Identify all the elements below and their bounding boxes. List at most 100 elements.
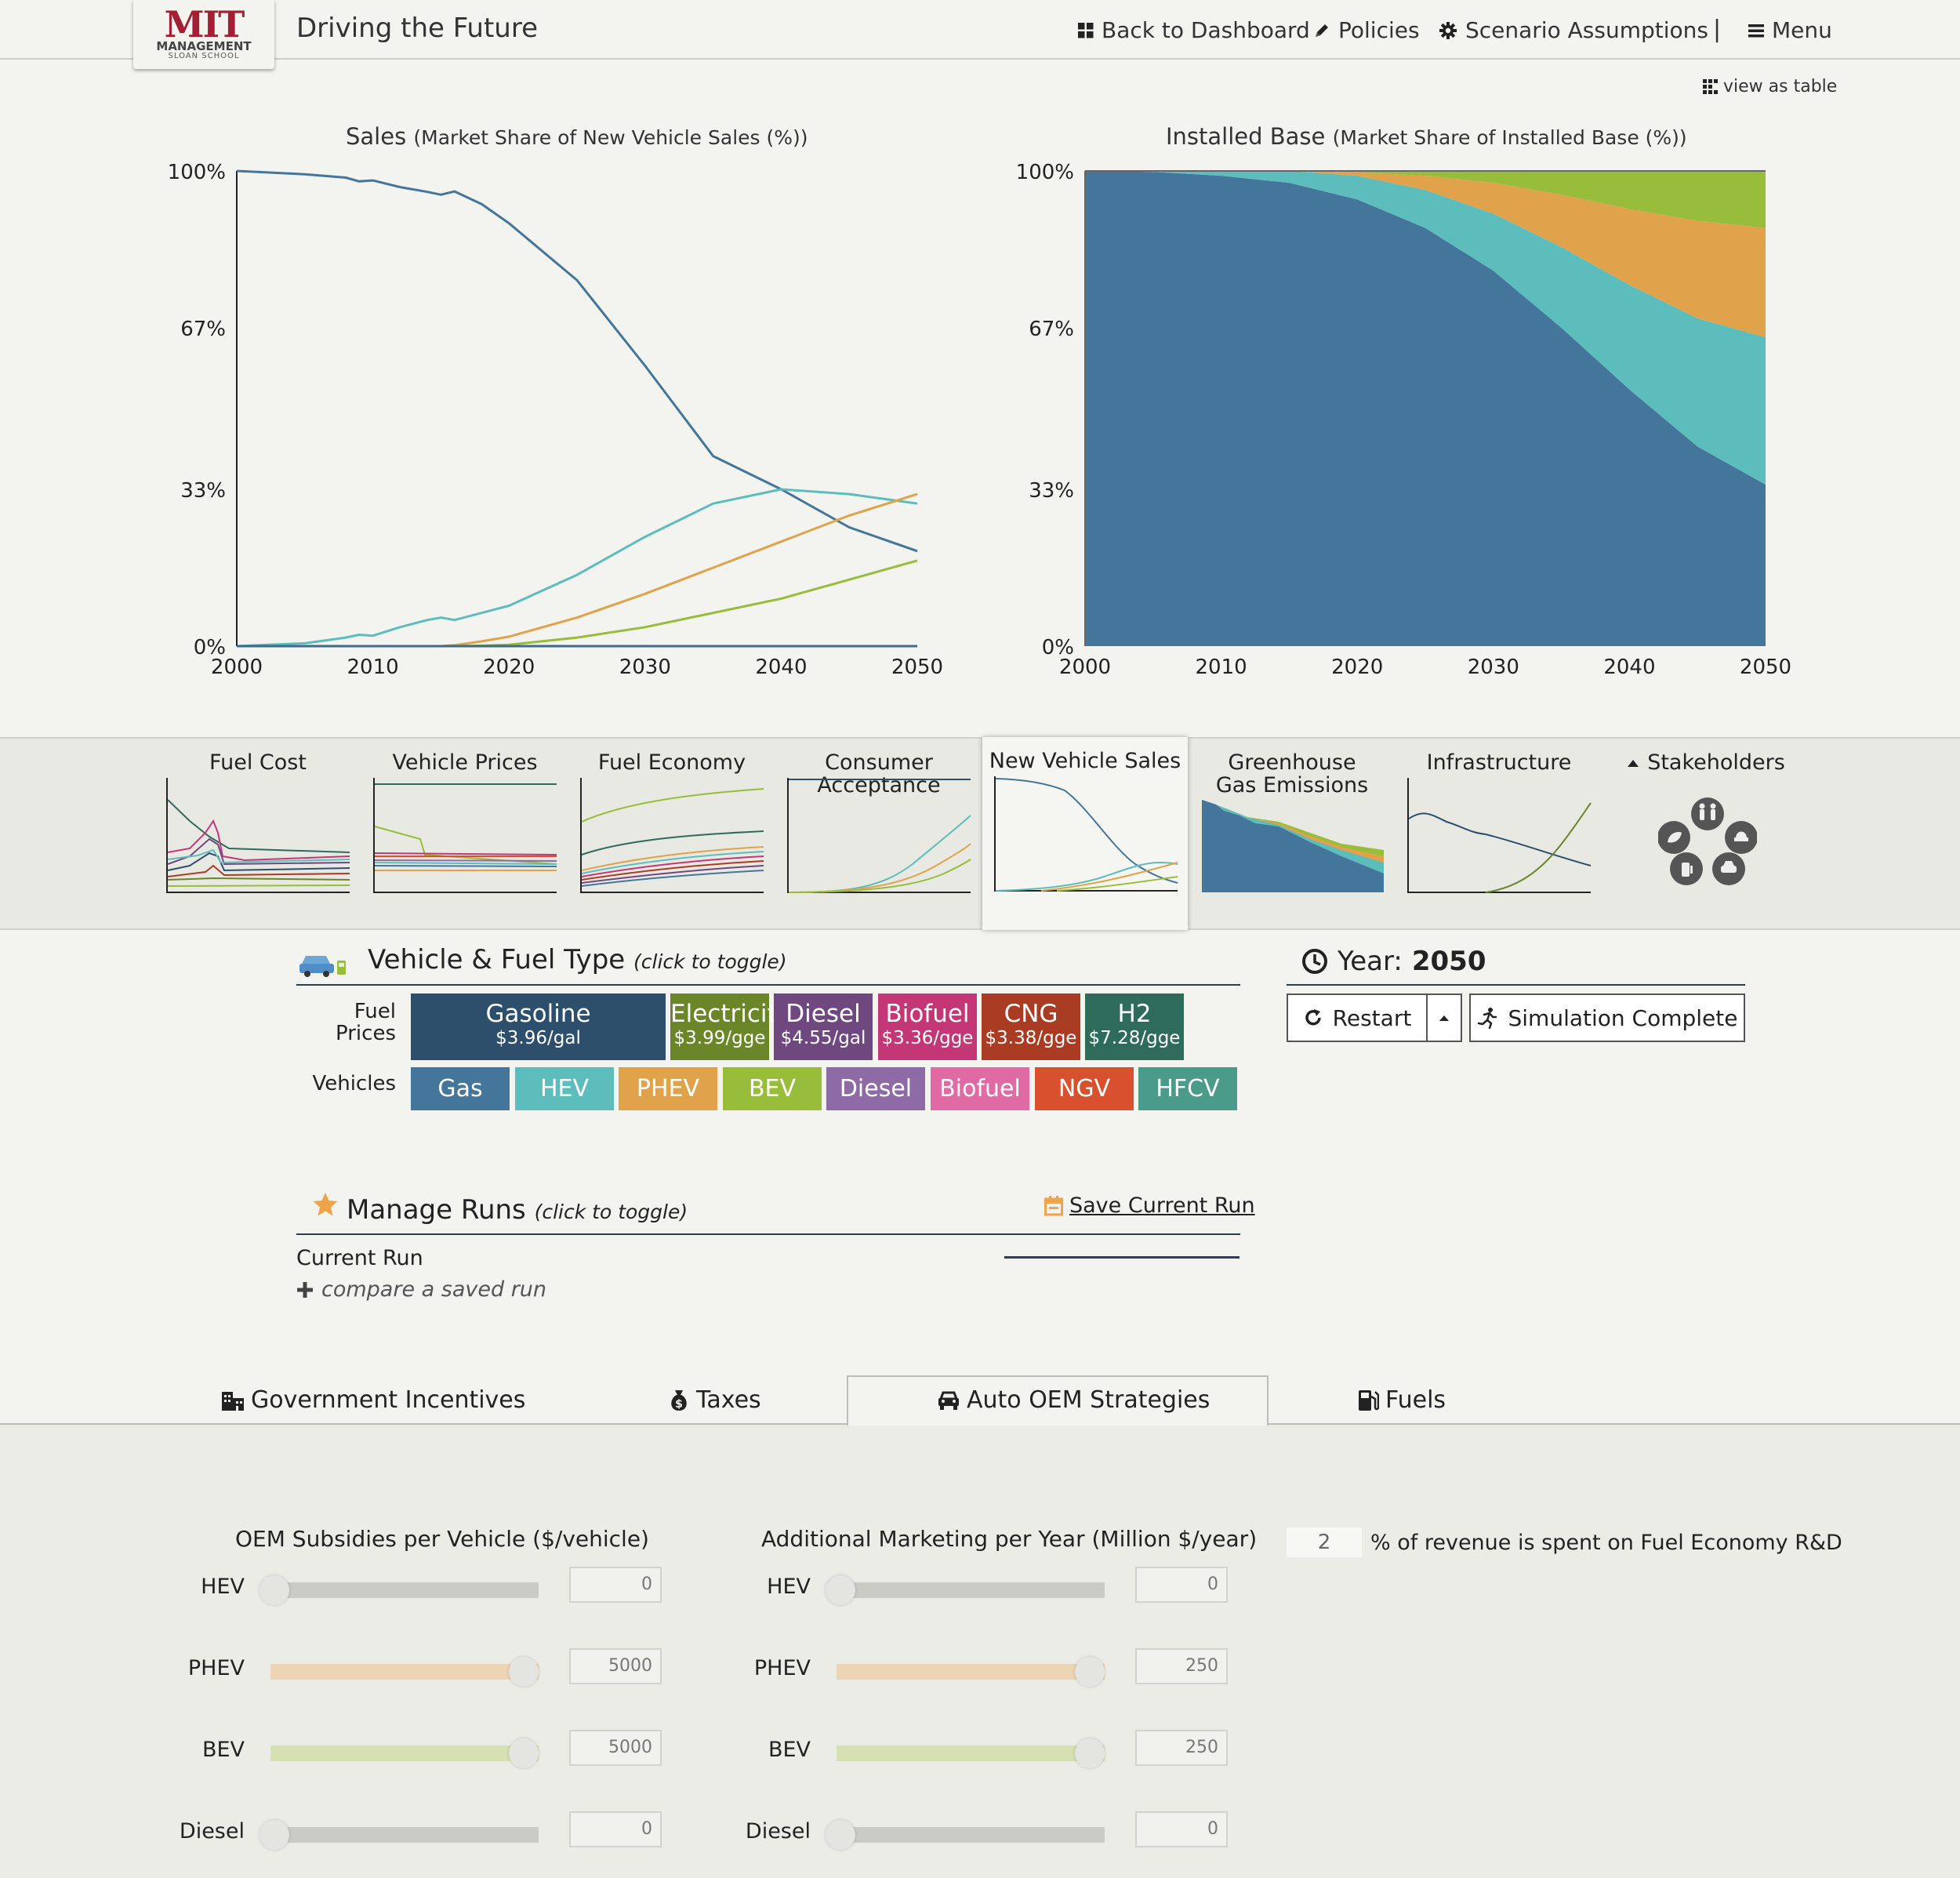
y-tick-label: 100%: [1016, 161, 1074, 184]
vehicle-name: Diesel: [839, 1075, 913, 1102]
mit-sloan-logo[interactable]: MIT MANAGEMENT SLOAN SCHOOL: [133, 0, 274, 69]
scenario-assumptions-link[interactable]: Scenario Assumptions: [1439, 17, 1708, 43]
subsidy-slider-phev-track[interactable]: [270, 1664, 539, 1680]
marketing-input-phev[interactable]: 250: [1135, 1648, 1228, 1684]
x-tick-label: 2000: [211, 656, 263, 679]
fuel-h2-toggle[interactable]: H2 $7.28/gge: [1085, 993, 1184, 1060]
tab-panel: [0, 1425, 1960, 1878]
fuel-pump-icon: [1359, 1389, 1379, 1411]
vehicle-fuel-toggle[interactable]: Vehicle & Fuel Type (click to toggle): [368, 944, 787, 975]
subsidy-slider-hev-track[interactable]: [270, 1582, 539, 1598]
subsidy-slider-diesel-handle[interactable]: [260, 1820, 289, 1850]
run-options-dropdown[interactable]: [1426, 993, 1462, 1042]
save-current-run-link[interactable]: Save Current Run: [1044, 1193, 1255, 1218]
fuel-price: $4.55/gal: [780, 1028, 866, 1048]
fuel-name: H2: [1117, 1000, 1152, 1028]
manage-runs-toggle[interactable]: Manage Runs (click to toggle): [347, 1194, 688, 1226]
marketing-slider-phev-track[interactable]: [837, 1664, 1105, 1680]
thumb-consumer-acceptance[interactable]: Consumer Acceptance: [776, 737, 982, 927]
tab-fuels[interactable]: Fuels: [1357, 1386, 1446, 1414]
installed-chart-title: Installed Base (Market Share of Installe…: [1166, 123, 1687, 150]
tab-taxes[interactable]: $ Taxes: [668, 1386, 761, 1414]
money-bag-icon: $: [671, 1389, 687, 1411]
marketing-slider-bev-handle[interactable]: [1075, 1738, 1105, 1768]
running-person-icon: [1477, 1008, 1497, 1029]
marketing-slider-bev-track[interactable]: [837, 1745, 1105, 1761]
thumb-fuel-economy[interactable]: Fuel Economy: [569, 737, 775, 927]
year-value: 2050: [1411, 946, 1486, 977]
subsidy-slider-bev-handle[interactable]: [509, 1738, 539, 1768]
restart-button[interactable]: Restart: [1287, 993, 1428, 1042]
vehicle-diesel-toggle[interactable]: Diesel: [826, 1067, 925, 1110]
subsidy-input-bev[interactable]: 5000: [569, 1730, 662, 1766]
fuel-price: $3.38/gge: [985, 1028, 1077, 1048]
marketing-slider-hev-track[interactable]: [837, 1582, 1105, 1598]
thumb-infrastructure[interactable]: Infrastructure: [1396, 737, 1602, 927]
vehicle-ngv-toggle[interactable]: NGV: [1035, 1067, 1134, 1110]
scenario-assumptions-label: Scenario Assumptions: [1465, 17, 1708, 43]
fuel-prices-label: Fuel Prices: [336, 1000, 396, 1045]
stakeholders-toggle[interactable]: Stakeholders: [1603, 751, 1809, 774]
thumb-new-vehicle-sales[interactable]: New Vehicle Sales: [982, 737, 1188, 930]
simulation-status-button[interactable]: Simulation Complete: [1469, 993, 1745, 1042]
thumb-vehicle-prices[interactable]: Vehicle Prices: [362, 737, 568, 927]
fuel-gasoline-toggle[interactable]: Gasoline $3.96/gal: [411, 993, 666, 1060]
sales-line-chart: 0% 33% 67% 100% 2000 2010 2020 2030 2040 2050: [168, 161, 943, 679]
fuel-biofuel-toggle[interactable]: Biofuel $3.36/gge: [878, 993, 977, 1060]
vehicle-name: Gas: [437, 1075, 483, 1102]
star-icon: [312, 1192, 339, 1220]
subsidy-slider-phev-handle[interactable]: [509, 1657, 539, 1687]
consumer-acceptance-sparkline: [787, 778, 971, 893]
rd-percent-input[interactable]: 2: [1287, 1527, 1362, 1557]
greenhouse-gas-sparkline: [1202, 800, 1384, 892]
vehicle-bev-toggle[interactable]: BEV: [723, 1067, 822, 1110]
policies-link[interactable]: Policies: [1313, 17, 1420, 43]
subsidy-input-hev[interactable]: 0: [569, 1567, 662, 1603]
back-to-dashboard-link[interactable]: Back to Dashboard: [1078, 17, 1310, 43]
y-tick-label: 0%: [194, 636, 226, 659]
line-series-1: [236, 488, 918, 648]
vehicle-hev-toggle[interactable]: HEV: [515, 1067, 614, 1110]
thumb-stakeholders[interactable]: Stakeholders: [1603, 737, 1809, 927]
marketing-row-label-diesel: Diesel: [745, 1819, 811, 1843]
fuel-electricity-toggle[interactable]: Electricity $3.99/gge: [670, 993, 791, 1060]
vehicle-hfcv-toggle[interactable]: HFCV: [1138, 1067, 1237, 1110]
thumb-fuel-cost[interactable]: Fuel Cost: [155, 737, 361, 927]
marketing-input-diesel[interactable]: 0: [1135, 1811, 1228, 1847]
fuel-name: Biofuel: [885, 1000, 970, 1028]
x-tick-label: 2020: [1331, 656, 1383, 679]
marketing-input-hev[interactable]: 0: [1135, 1567, 1228, 1603]
subsidy-input-diesel[interactable]: 0: [569, 1811, 662, 1847]
x-tick-label: 2010: [1196, 656, 1247, 679]
vehicle-gas-toggle[interactable]: Gas: [411, 1067, 510, 1110]
marketing-input-bev[interactable]: 250: [1135, 1730, 1228, 1766]
menu-button[interactable]: Menu: [1748, 17, 1832, 43]
thumb-greenhouse-gas-emissions[interactable]: Greenhouse Gas Emissions: [1189, 737, 1395, 927]
marketing-slider-hev-handle[interactable]: [826, 1575, 855, 1605]
sales-title-main: Sales: [346, 123, 407, 150]
subsidy-slider-bev-track[interactable]: [270, 1745, 539, 1761]
vehicle-name: HFCV: [1156, 1075, 1220, 1102]
marketing-row-label-bev: BEV: [768, 1738, 811, 1762]
fuel-cng-toggle[interactable]: CNG $3.38/gge: [982, 993, 1080, 1060]
subsidy-input-phev[interactable]: 5000: [569, 1648, 662, 1684]
tab-government-incentives[interactable]: Government Incentives: [221, 1386, 525, 1414]
compare-saved-run-link[interactable]: compare a saved run: [296, 1277, 546, 1302]
view-as-table-link[interactable]: view as table: [1703, 77, 1837, 96]
marketing-slider-diesel-handle[interactable]: [826, 1820, 855, 1850]
marketing-slider-diesel-track[interactable]: [837, 1827, 1105, 1843]
current-run-line-swatch: [1004, 1256, 1240, 1259]
marketing-slider-phev-handle[interactable]: [1075, 1657, 1105, 1687]
thumb-label: Stakeholders: [1647, 750, 1785, 775]
tab-label: Government Incentives: [251, 1386, 526, 1414]
subsidy-slider-diesel-track[interactable]: [270, 1827, 539, 1843]
car-fuel-icon: [298, 946, 348, 981]
vehicle-biofuel-toggle[interactable]: Biofuel: [931, 1067, 1029, 1110]
subsidy-slider-hev-handle[interactable]: [260, 1575, 289, 1605]
tab-auto-oem-strategies[interactable]: Auto OEM Strategies: [937, 1386, 1210, 1414]
vehicle-phev-toggle[interactable]: PHEV: [619, 1067, 717, 1110]
fuel-diesel-toggle[interactable]: Diesel $4.55/gal: [774, 993, 873, 1060]
stakeholders-icon: [1658, 797, 1757, 885]
manage-runs-hint: (click to toggle): [534, 1201, 688, 1223]
view-as-table-label: view as table: [1723, 77, 1838, 96]
